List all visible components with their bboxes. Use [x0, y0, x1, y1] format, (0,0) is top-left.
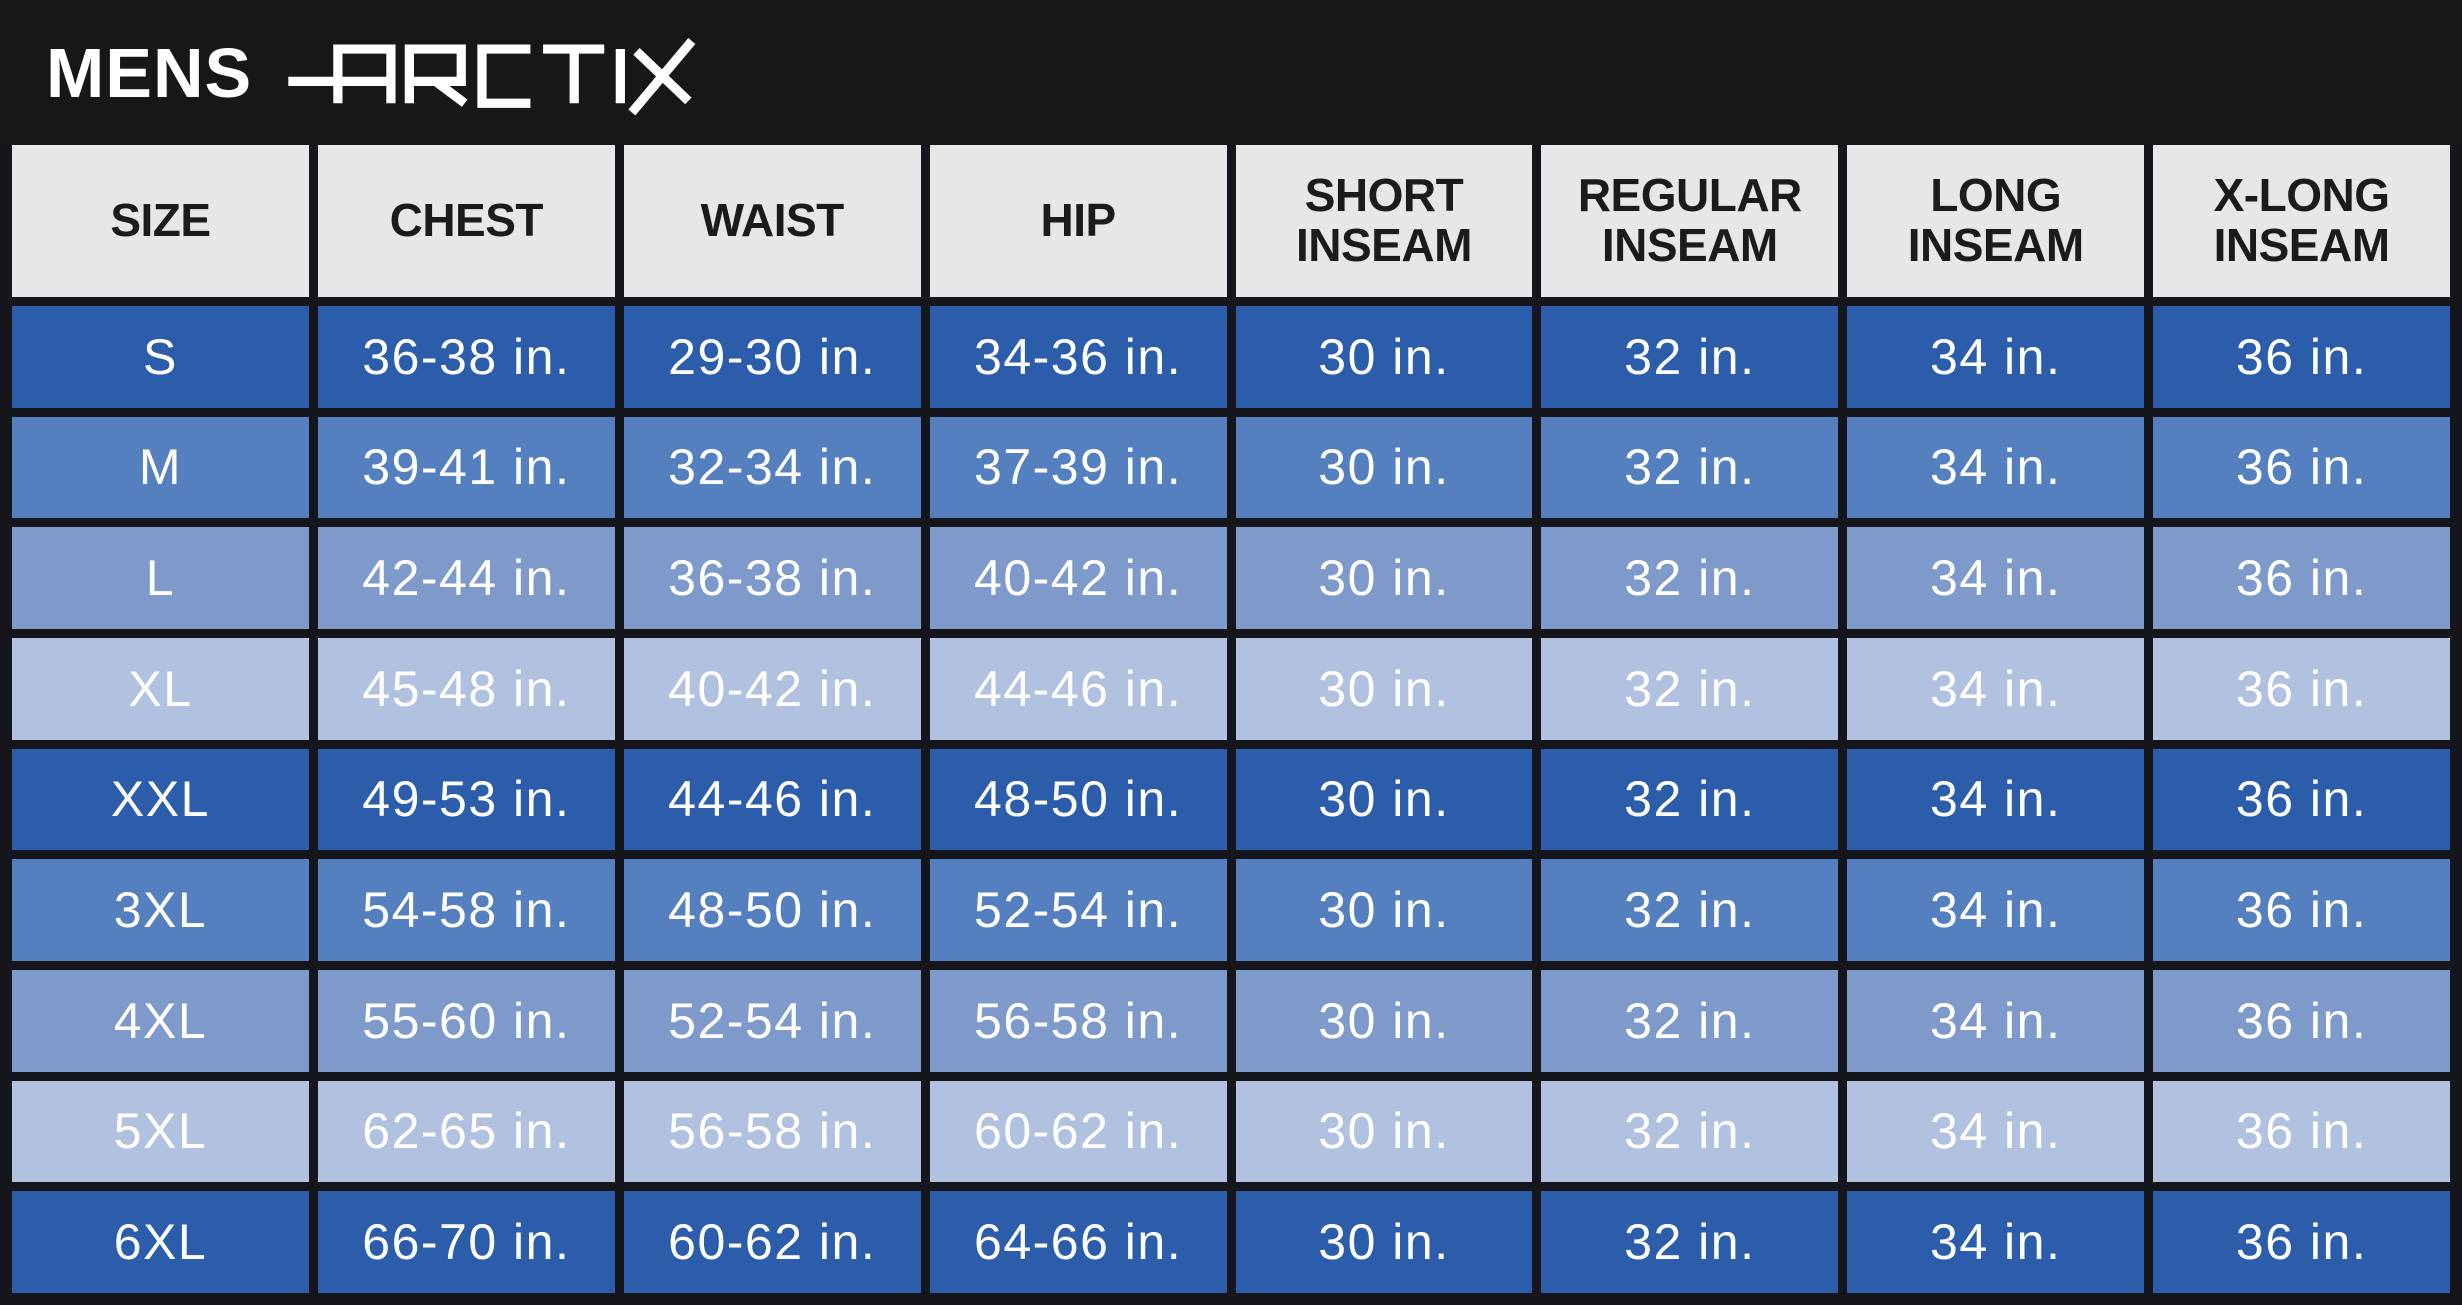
column-header-hip: HIP: [929, 145, 1227, 297]
column-header-xlong-inseam: X-LONG INSEAM: [2153, 145, 2450, 297]
measurement-cell: 66-70 in.: [317, 1191, 615, 1293]
measurement-cell: 36 in.: [2153, 859, 2450, 961]
measurement-cell: 30 in.: [1235, 1191, 1533, 1293]
measurement-cell: 36-38 in.: [317, 306, 615, 408]
measurement-cell: 30 in.: [1235, 637, 1533, 740]
measurement-cell: 30 in.: [1235, 306, 1533, 408]
measurement-cell: 29-30 in.: [623, 306, 921, 408]
measurement-cell: 36 in.: [2153, 1191, 2450, 1293]
column-header-regular-inseam: REGULAR INSEAM: [1541, 145, 1839, 297]
measurement-cell: 32 in.: [1541, 416, 1839, 519]
size-table: SIZE CHEST WAIST HIP SHORT INSEAM REGULA…: [0, 145, 2462, 1305]
column-header-chest: CHEST: [317, 145, 615, 297]
measurement-cell: 30 in.: [1235, 748, 1533, 851]
measurement-cell: 40-42 in.: [929, 527, 1227, 629]
mens-label: MENS: [46, 33, 253, 112]
measurement-cell: 36 in.: [2153, 306, 2450, 408]
measurement-cell: 42-44 in.: [317, 527, 615, 629]
measurement-cell: 64-66 in.: [929, 1191, 1227, 1293]
column-header-short-inseam: SHORT INSEAM: [1235, 145, 1533, 297]
measurement-cell: 34 in.: [1847, 859, 2145, 961]
measurement-cell: 32 in.: [1541, 969, 1839, 1072]
column-header-long-inseam: LONG INSEAM: [1847, 145, 2145, 297]
size-cell: S: [12, 306, 309, 408]
title-banner: MENS: [0, 0, 2462, 145]
measurement-cell: 30 in.: [1235, 969, 1533, 1072]
measurement-cell: 40-42 in.: [623, 637, 921, 740]
size-cell: XXL: [12, 748, 309, 851]
measurement-cell: 36 in.: [2153, 748, 2450, 851]
measurement-cell: 30 in.: [1235, 1080, 1533, 1183]
measurement-cell: 34 in.: [1847, 748, 2145, 851]
measurement-cell: 48-50 in.: [623, 859, 921, 961]
measurement-cell: 32 in.: [1541, 306, 1839, 408]
measurement-cell: 48-50 in.: [929, 748, 1227, 851]
size-cell: 4XL: [12, 969, 309, 1072]
size-cell: 5XL: [12, 1080, 309, 1183]
measurement-cell: 54-58 in.: [317, 859, 615, 961]
size-cell: M: [12, 416, 309, 519]
measurement-cell: 34 in.: [1847, 416, 2145, 519]
arctix-brand-logo-icon: [288, 37, 696, 115]
measurement-cell: 32 in.: [1541, 527, 1839, 629]
measurement-cell: 30 in.: [1235, 527, 1533, 629]
measurement-cell: 34 in.: [1847, 527, 2145, 629]
measurement-cell: 44-46 in.: [623, 748, 921, 851]
measurement-cell: 34 in.: [1847, 637, 2145, 740]
measurement-cell: 32 in.: [1541, 859, 1839, 961]
measurement-cell: 60-62 in.: [929, 1080, 1227, 1183]
measurement-cell: 32 in.: [1541, 1080, 1839, 1183]
measurement-cell: 36 in.: [2153, 416, 2450, 519]
measurement-cell: 34 in.: [1847, 1191, 2145, 1293]
measurement-cell: 34 in.: [1847, 969, 2145, 1072]
measurement-cell: 56-58 in.: [929, 969, 1227, 1072]
measurement-cell: 44-46 in.: [929, 637, 1227, 740]
column-header-size: SIZE: [12, 145, 309, 297]
measurement-cell: 49-53 in.: [317, 748, 615, 851]
measurement-cell: 34 in.: [1847, 1080, 2145, 1183]
measurement-cell: 32-34 in.: [623, 416, 921, 519]
column-header-waist: WAIST: [623, 145, 921, 297]
size-cell: 3XL: [12, 859, 309, 961]
measurement-cell: 34 in.: [1847, 306, 2145, 408]
measurement-cell: 34-36 in.: [929, 306, 1227, 408]
measurement-cell: 45-48 in.: [317, 637, 615, 740]
size-cell: L: [12, 527, 309, 629]
measurement-cell: 30 in.: [1235, 859, 1533, 961]
measurement-cell: 36-38 in.: [623, 527, 921, 629]
size-cell: XL: [12, 637, 309, 740]
measurement-cell: 52-54 in.: [929, 859, 1227, 961]
size-cell: 6XL: [12, 1191, 309, 1293]
measurement-cell: 60-62 in.: [623, 1191, 921, 1293]
measurement-cell: 62-65 in.: [317, 1080, 615, 1183]
measurement-cell: 39-41 in.: [317, 416, 615, 519]
measurement-cell: 36 in.: [2153, 527, 2450, 629]
measurement-cell: 36 in.: [2153, 1080, 2450, 1183]
measurement-cell: 36 in.: [2153, 969, 2450, 1072]
measurement-cell: 55-60 in.: [317, 969, 615, 1072]
measurement-cell: 32 in.: [1541, 1191, 1839, 1293]
measurement-cell: 36 in.: [2153, 637, 2450, 740]
measurement-cell: 32 in.: [1541, 748, 1839, 851]
measurement-cell: 56-58 in.: [623, 1080, 921, 1183]
measurement-cell: 32 in.: [1541, 637, 1839, 740]
measurement-cell: 37-39 in.: [929, 416, 1227, 519]
measurement-cell: 52-54 in.: [623, 969, 921, 1072]
measurement-cell: 30 in.: [1235, 416, 1533, 519]
